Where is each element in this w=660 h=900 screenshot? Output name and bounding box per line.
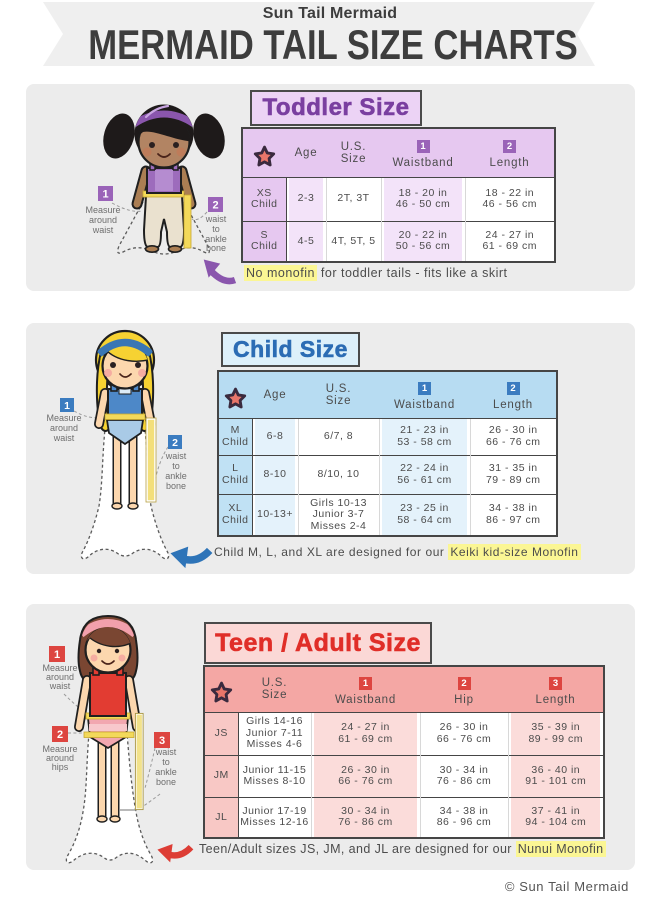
svg-text:around: around (46, 672, 74, 682)
svg-text:waist: waist (53, 433, 75, 443)
svg-text:around: around (89, 215, 117, 225)
svg-text:1: 1 (102, 189, 108, 201)
svg-text:waist: waist (155, 747, 177, 757)
svg-text:waist: waist (165, 451, 187, 461)
svg-text:2: 2 (212, 200, 218, 212)
svg-text:Measure: Measure (46, 413, 81, 423)
svg-text:waist: waist (205, 214, 227, 224)
svg-text:waist: waist (92, 225, 114, 235)
svg-text:2: 2 (57, 729, 63, 741)
svg-text:1: 1 (64, 400, 70, 412)
svg-text:to: to (172, 461, 180, 471)
svg-text:bone: bone (156, 777, 176, 787)
svg-text:waist: waist (49, 681, 71, 691)
svg-text:ankle: ankle (165, 471, 187, 481)
svg-text:bone: bone (206, 243, 226, 253)
svg-text:2: 2 (172, 437, 178, 449)
svg-text:to: to (162, 757, 170, 767)
svg-text:around: around (50, 423, 78, 433)
svg-text:bone: bone (166, 481, 186, 491)
svg-text:ankle: ankle (155, 767, 177, 777)
svg-text:around: around (46, 753, 74, 763)
svg-text:ankle: ankle (205, 234, 227, 244)
svg-text:to: to (212, 224, 220, 234)
svg-text:Measure: Measure (42, 744, 77, 754)
svg-text:Measure: Measure (42, 663, 77, 673)
svg-text:3: 3 (159, 735, 165, 747)
svg-text:hips: hips (52, 762, 69, 772)
svg-text:1: 1 (54, 649, 60, 661)
svg-text:Measure: Measure (85, 205, 120, 215)
